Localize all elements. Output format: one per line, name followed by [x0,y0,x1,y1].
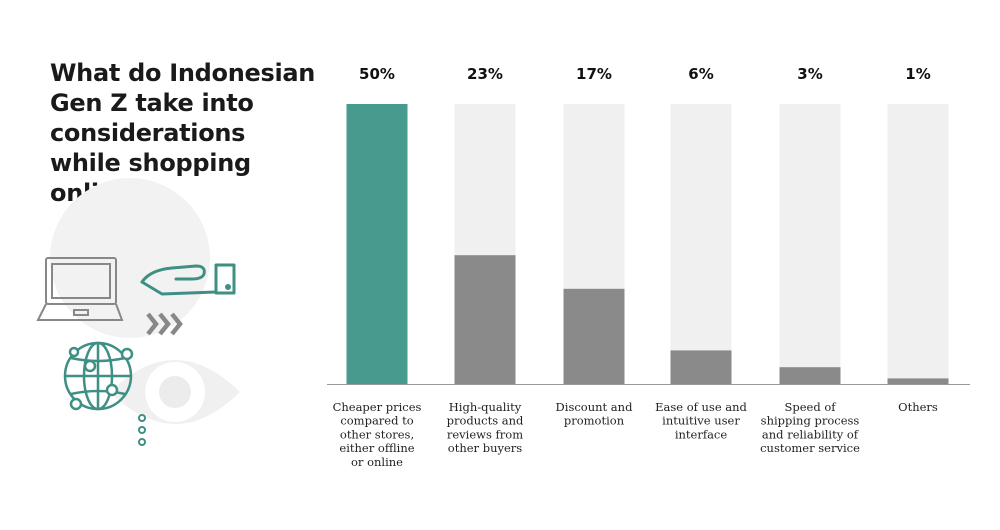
title-line: while shopping [50,149,251,177]
category-label: Others [898,400,938,414]
bar [887,378,949,384]
data-label: 50% [359,65,395,83]
category-label: High-quality [449,400,522,414]
category-label: other buyers [448,441,522,455]
category-label: customer service [760,441,860,455]
bar-track [779,104,841,384]
category-label: Ease of use and [655,400,747,414]
category-label: other stores, [340,427,414,441]
data-label: 1% [905,65,930,83]
category-label: intuitive user [662,414,740,428]
category-label: products and [447,414,524,428]
bar-track [670,104,732,384]
title-line: Gen Z take into [50,89,254,117]
category-label: Speed of [784,400,836,414]
category-label: reviews from [447,427,523,441]
data-label: 3% [797,65,822,83]
category-label: and reliability of [762,427,859,441]
category-label: or online [351,455,403,469]
bar [563,288,625,384]
title-line: considerations [50,119,246,147]
category-label: shipping process [761,414,860,428]
category-label: interface [675,427,728,441]
category-label: promotion [564,414,625,428]
eye-icon [110,360,240,424]
bar [454,255,516,384]
category-label: either offline [339,441,414,455]
hand-card-icon [140,263,236,296]
category-label: Cheaper prices [333,400,422,414]
dots-icon [138,414,146,446]
data-label: 23% [467,65,503,83]
data-label: 17% [576,65,612,83]
bar [779,367,841,384]
bar [670,350,732,384]
category-label: compared to [340,414,413,428]
laptop-icon [36,257,124,321]
bar [346,104,408,384]
globe-network-icon [63,341,134,411]
chevrons-right-icon [146,312,183,336]
illustration [36,178,240,446]
data-label: 6% [688,65,713,83]
category-label: Discount and [556,400,634,414]
title-line: What do Indonesian [50,59,316,87]
bar-track [887,104,949,384]
